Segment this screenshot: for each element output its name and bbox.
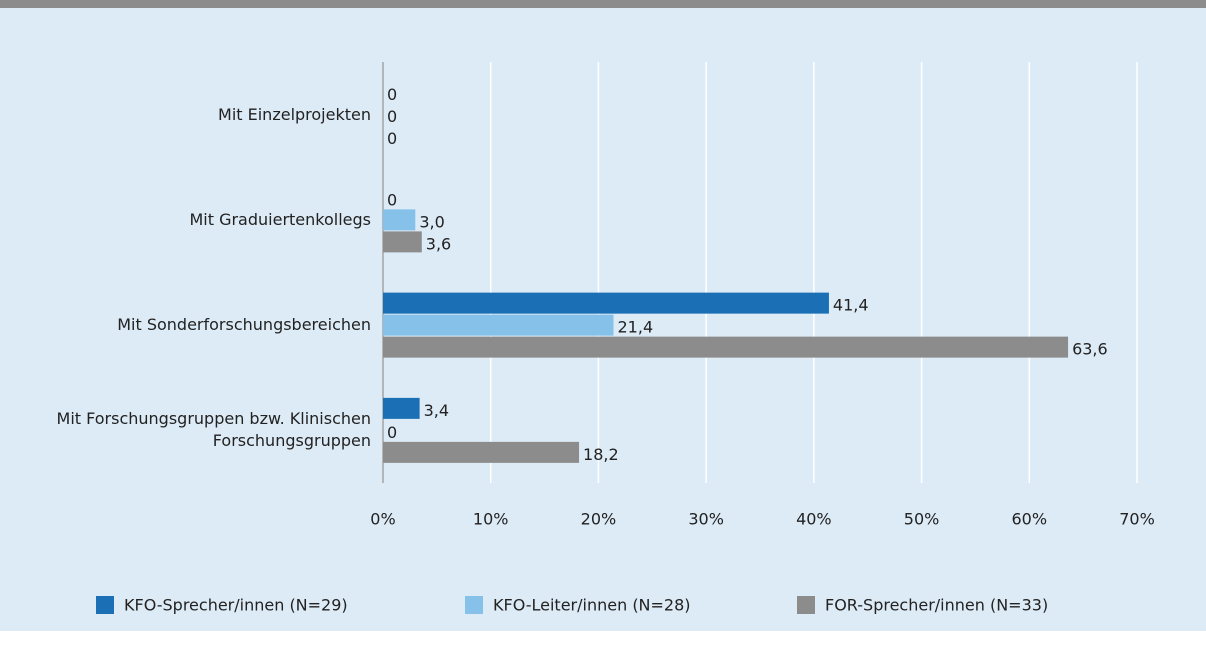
legend-swatch bbox=[797, 596, 815, 614]
bar bbox=[383, 397, 420, 419]
x-tick-label: 0% bbox=[370, 510, 395, 529]
legend-label: KFO-Sprecher/innen (N=29) bbox=[124, 596, 348, 615]
value-label: 0 bbox=[387, 85, 397, 104]
category-label: Mit Forschungsgruppen bzw. Klinischen Fo… bbox=[56, 409, 371, 451]
x-tick-label: 50% bbox=[904, 510, 940, 529]
legend-swatch bbox=[465, 596, 483, 614]
legend-label: FOR-Sprecher/innen (N=33) bbox=[825, 596, 1048, 615]
bar bbox=[383, 314, 614, 336]
value-label: 41,4 bbox=[833, 296, 869, 315]
category-label: Mit Graduiertenkollegs bbox=[189, 209, 371, 229]
value-label: 0 bbox=[387, 129, 397, 148]
top-band bbox=[0, 0, 1206, 8]
x-tick-label: 40% bbox=[796, 510, 832, 529]
category-label: Mit Sonderforschungsbereichen bbox=[117, 315, 371, 335]
legend-swatch bbox=[96, 596, 114, 614]
value-label: 3,4 bbox=[424, 401, 449, 420]
bar bbox=[383, 231, 422, 253]
value-label: 21,4 bbox=[618, 318, 654, 337]
value-label: 0 bbox=[387, 190, 397, 209]
bar bbox=[383, 336, 1069, 358]
bar bbox=[383, 441, 580, 463]
x-tick-label: 20% bbox=[581, 510, 617, 529]
x-tick-label: 70% bbox=[1119, 510, 1155, 529]
value-label: 18,2 bbox=[583, 445, 619, 464]
x-tick-label: 10% bbox=[473, 510, 509, 529]
value-label: 3,6 bbox=[426, 234, 451, 253]
bar bbox=[383, 209, 416, 231]
legend-label: KFO-Leiter/innen (N=28) bbox=[493, 596, 691, 615]
x-tick-label: 60% bbox=[1012, 510, 1048, 529]
bar bbox=[383, 292, 829, 314]
category-label: Mit Einzelprojekten bbox=[218, 104, 371, 124]
value-label: 3,0 bbox=[419, 212, 444, 231]
value-label: 0 bbox=[387, 107, 397, 126]
x-tick-label: 30% bbox=[688, 510, 724, 529]
value-label: 0 bbox=[387, 423, 397, 442]
value-label: 63,6 bbox=[1072, 340, 1108, 359]
